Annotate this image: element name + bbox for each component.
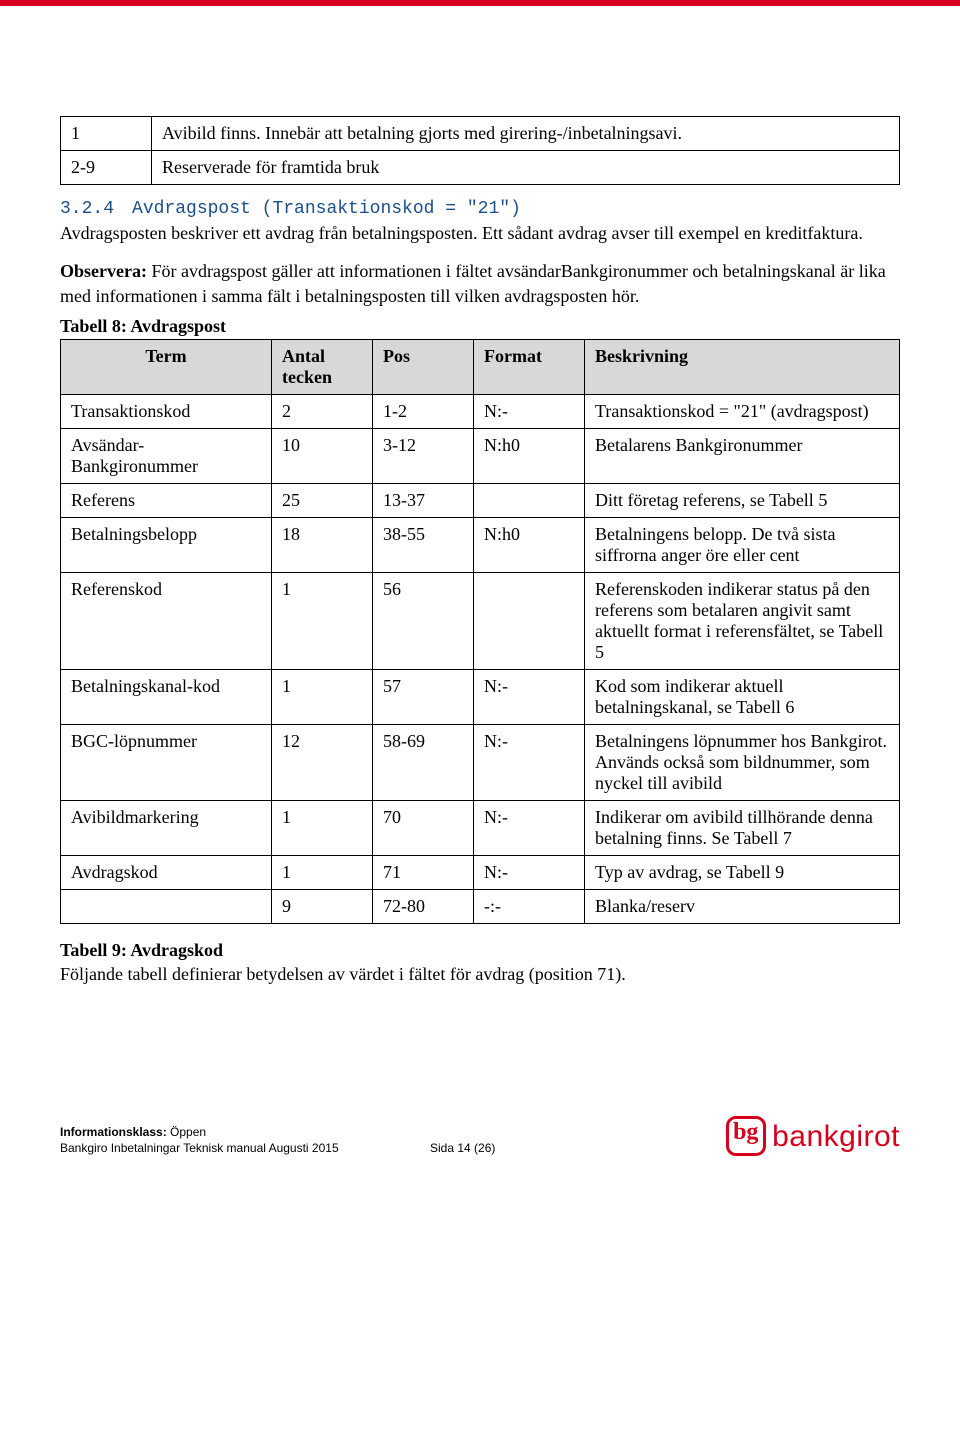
page-footer: Informationsklass: Öppen Bankgiro Inbeta… [60, 1096, 900, 1156]
table8-term: Betalningskanal-kod [61, 669, 272, 724]
table8-beskrivning: Blanka/reserv [585, 889, 900, 923]
observera-lead: Observera: [60, 261, 147, 281]
section-number: 3.2.4 [60, 199, 114, 219]
footer-info-label: Informationsklass: [60, 1125, 167, 1139]
table8-format: N:h0 [474, 428, 585, 483]
table8-row: Betalningskanal-kod157N:-Kod som indiker… [61, 669, 900, 724]
table8-antal: 12 [272, 724, 373, 800]
table8-term [61, 889, 272, 923]
table8-beskrivning: Transaktionskod = "21" (avdragspost) [585, 394, 900, 428]
table8-pos: 57 [373, 669, 474, 724]
table8-row: Avsändar-Bankgironummer103-12N:h0Betalar… [61, 428, 900, 483]
table8-format [474, 572, 585, 669]
table8-term: Referenskod [61, 572, 272, 669]
table8: Term Antal tecken Pos Format Beskrivning… [60, 339, 900, 924]
section-title: Avdragspost (Transaktionskod = "21") [132, 199, 521, 219]
top-table-row: 2-9Reserverade för framtida bruk [61, 151, 900, 185]
table8-format: N:- [474, 394, 585, 428]
table8-pos: 56 [373, 572, 474, 669]
table8-pos: 72-80 [373, 889, 474, 923]
table8-beskrivning: Indikerar om avibild tillhörande denna b… [585, 800, 900, 855]
page: 1Avibild finns. Innebär att betalning gj… [0, 116, 960, 1176]
top-accent-rule [0, 0, 960, 6]
table8-beskrivning: Referenskoden indikerar status på den re… [585, 572, 900, 669]
table8-row: Transaktionskod21-2N:-Transaktionskod = … [61, 394, 900, 428]
table8-term: Avsändar-Bankgironummer [61, 428, 272, 483]
table8-beskrivning: Typ av avdrag, se Tabell 9 [585, 855, 900, 889]
table8-antal: 25 [272, 483, 373, 517]
table9-caption: Tabell 9: Avdragskod [60, 940, 223, 960]
top-code-table: 1Avibild finns. Innebär att betalning gj… [60, 116, 900, 185]
table8-pos: 70 [373, 800, 474, 855]
top-table-code: 1 [61, 117, 152, 151]
table8-antal: 1 [272, 800, 373, 855]
table8-col-format: Format [474, 339, 585, 394]
table8-caption: Tabell 8: Avdragspost [60, 316, 900, 337]
footer-doc-line: Bankgiro Inbetalningar Teknisk manual Au… [60, 1141, 339, 1155]
table8-term: BGC-löpnummer [61, 724, 272, 800]
table8-pos: 71 [373, 855, 474, 889]
table8-antal: 9 [272, 889, 373, 923]
table8-format: N:- [474, 800, 585, 855]
table8-format: N:- [474, 669, 585, 724]
table8-antal: 1 [272, 855, 373, 889]
table8-antal: 18 [272, 517, 373, 572]
table8-pos: 58-69 [373, 724, 474, 800]
table8-format: N:h0 [474, 517, 585, 572]
table8-pos: 38-55 [373, 517, 474, 572]
table8-beskrivning: Betalningens belopp. De två sista siffro… [585, 517, 900, 572]
table8-beskrivning: Betalningens löpnummer hos Bankgirot. An… [585, 724, 900, 800]
table8-term: Referens [61, 483, 272, 517]
table8-antal: 10 [272, 428, 373, 483]
table8-antal: 2 [272, 394, 373, 428]
table8-antal: 1 [272, 572, 373, 669]
table8-col-beskr: Beskrivning [585, 339, 900, 394]
table8-term: Avibildmarkering [61, 800, 272, 855]
table9-intro: Tabell 9: Avdragskod Följande tabell def… [60, 938, 900, 987]
table8-row: Avibildmarkering170N:-Indikerar om avibi… [61, 800, 900, 855]
footer-info-value: Öppen [170, 1125, 206, 1139]
table8-beskrivning: Ditt företag referens, se Tabell 5 [585, 483, 900, 517]
footer-logo: bankgirot [726, 1116, 900, 1156]
table9-body: Följande tabell definierar betydelsen av… [60, 964, 626, 984]
table8-row: Betalningsbelopp1838-55N:h0Betalningens … [61, 517, 900, 572]
table8-beskrivning: Kod som indikerar aktuell betalningskana… [585, 669, 900, 724]
top-table-row: 1Avibild finns. Innebär att betalning gj… [61, 117, 900, 151]
table8-format [474, 483, 585, 517]
table8-col-antal: Antal tecken [272, 339, 373, 394]
table8-antal: 1 [272, 669, 373, 724]
table8-format: N:- [474, 724, 585, 800]
table8-row: Referenskod156 Referenskoden indikerar st… [61, 572, 900, 669]
section-body: Avdragsposten beskriver ett avdrag från … [60, 221, 900, 245]
top-table-code: 2-9 [61, 151, 152, 185]
table8-row: BGC-löpnummer1258-69N:-Betalningens löpn… [61, 724, 900, 800]
top-table-text: Avibild finns. Innebär att betalning gjo… [152, 117, 900, 151]
footer-left: Informationsklass: Öppen Bankgiro Inbeta… [60, 1125, 339, 1156]
table8-format: N:- [474, 855, 585, 889]
table8-format: -:- [474, 889, 585, 923]
top-table-text: Reserverade för framtida bruk [152, 151, 900, 185]
table8-row: Avdragskod171N:-Typ av avdrag, se Tabell… [61, 855, 900, 889]
table8-pos: 1-2 [373, 394, 474, 428]
table8-row: Referens2513-37 Ditt företag referens, se… [61, 483, 900, 517]
observera-paragraph: Observera: För avdragspost gäller att in… [60, 259, 900, 308]
table8-col-term: Term [61, 339, 272, 394]
table8-pos: 13-37 [373, 483, 474, 517]
observera-body: För avdragspost gäller att informationen… [60, 261, 886, 305]
table8-pos: 3-12 [373, 428, 474, 483]
bankgirot-wordmark: bankgirot [772, 1117, 900, 1156]
table8-term: Betalningsbelopp [61, 517, 272, 572]
bankgirot-mark-icon [726, 1116, 766, 1156]
footer-page-number: Sida 14 (26) [430, 1141, 495, 1157]
section-heading: 3.2.4 Avdragspost (Transaktionskod = "21… [60, 197, 900, 219]
table8-term: Avdragskod [61, 855, 272, 889]
table8-term: Transaktionskod [61, 394, 272, 428]
table8-col-pos: Pos [373, 339, 474, 394]
table8-row: 972-80-:-Blanka/reserv [61, 889, 900, 923]
table8-beskrivning: Betalarens Bankgironummer [585, 428, 900, 483]
